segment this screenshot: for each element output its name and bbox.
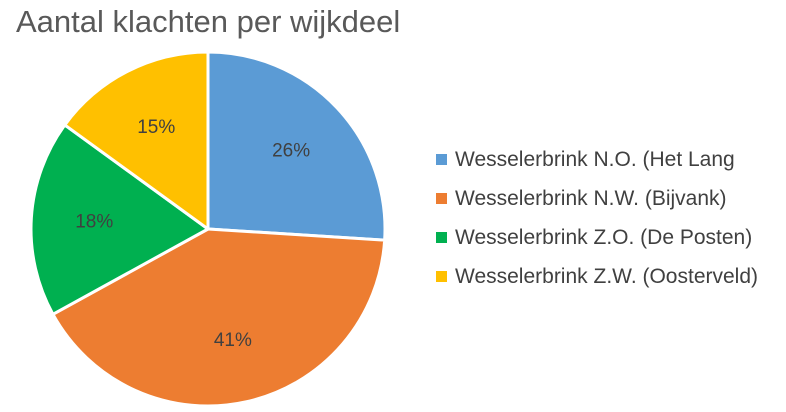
data-label-zw: 15% <box>137 117 175 138</box>
legend-swatch-nw <box>436 193 447 204</box>
legend-item-nw: Wesselerbrink N.W. (Bijvank) <box>436 179 758 218</box>
legend-item-zo: Wesselerbrink Z.O. (De Posten) <box>436 218 758 257</box>
pie-slice-nw <box>51 227 387 408</box>
data-label-nw: 41% <box>214 330 252 351</box>
pie-slice-zo <box>29 123 210 316</box>
legend-swatch-zo <box>436 232 447 243</box>
legend-swatch-no <box>436 154 447 165</box>
legend-label-zw: Wesselerbrink Z.W. (Oosterveld) <box>455 264 759 288</box>
pie-slice-no <box>206 50 387 242</box>
legend-label-no: Wesselerbrink N.O. (Het Lang <box>455 147 735 171</box>
pie-slice-zw <box>63 50 210 231</box>
legend-item-no: Wesselerbrink N.O. (Het Lang <box>436 140 758 179</box>
data-label-zo: 18% <box>75 211 113 232</box>
chart-title: Aantal klachten per wijkdeel <box>16 4 401 39</box>
legend-label-nw: Wesselerbrink N.W. (Bijvank) <box>455 186 727 210</box>
data-label-no: 26% <box>272 140 310 161</box>
legend: Wesselerbrink N.O. (Het Lang Wesselerbri… <box>436 140 758 296</box>
legend-item-zw: Wesselerbrink Z.W. (Oosterveld) <box>436 257 758 296</box>
legend-swatch-zw <box>436 271 447 282</box>
legend-label-zo: Wesselerbrink Z.O. (De Posten) <box>455 225 753 249</box>
